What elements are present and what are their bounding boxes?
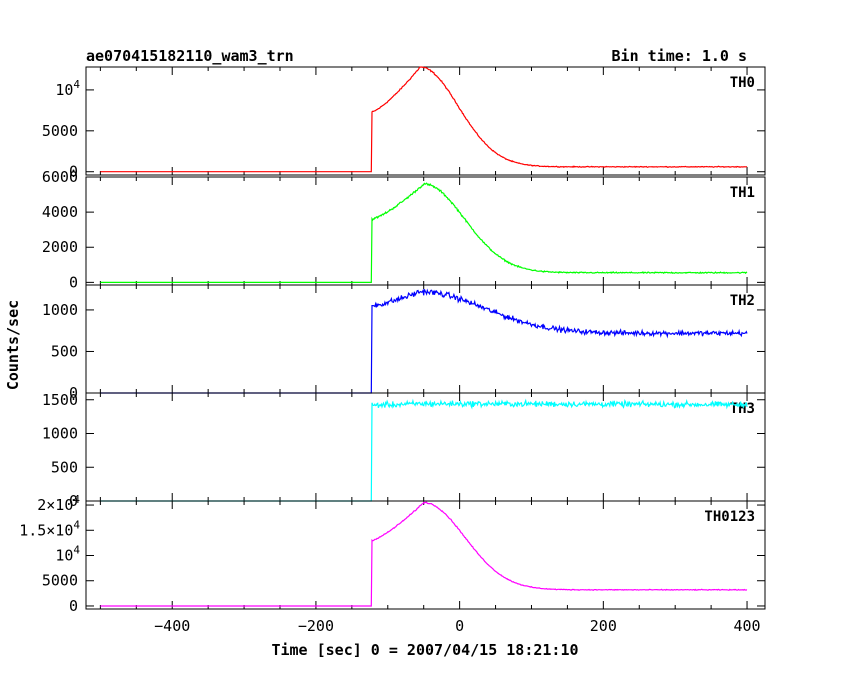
panel-frame-th2 xyxy=(85,284,766,394)
x-tick-label: 400 xyxy=(733,617,760,635)
series-line-th2 xyxy=(100,288,748,394)
y-tick-label: 0 xyxy=(69,597,78,615)
y-tick-label: 0 xyxy=(69,163,78,181)
x-tick-label: 200 xyxy=(590,617,617,635)
y-tick-label: 2×104 xyxy=(37,493,80,514)
y-tick-label: 500 xyxy=(51,342,78,360)
series-line-th3 xyxy=(100,398,748,502)
y-tick-label: 1.5×104 xyxy=(19,518,80,539)
chart-title: ae070415182110_wam3_trn xyxy=(86,47,294,65)
y-tick-label: 104 xyxy=(55,78,80,99)
x-tick-label: 0 xyxy=(455,617,464,635)
series-line-th0123 xyxy=(100,501,748,607)
y-tick-label: 1000 xyxy=(42,301,78,319)
series-line-th1 xyxy=(100,182,748,283)
y-tick-label: 2000 xyxy=(42,238,78,256)
series-line-th0 xyxy=(100,66,748,173)
y-tick-label: 5000 xyxy=(42,122,78,140)
panel-label-th0123: TH0123 xyxy=(704,509,755,525)
panel-frame-th0123 xyxy=(85,500,766,610)
y-tick-label: 1500 xyxy=(42,391,78,409)
y-tick-label: 5000 xyxy=(42,572,78,590)
panel-frame-th0 xyxy=(85,66,766,176)
y-tick-label: 104 xyxy=(55,544,80,565)
y-tick-label: 500 xyxy=(51,458,78,476)
x-tick-label: −400 xyxy=(154,617,190,635)
x-tick-label: −200 xyxy=(298,617,334,635)
y-tick-label: 6000 xyxy=(42,168,78,186)
x-axis-label: Time [sec] 0 = 2007/04/15 18:21:10 xyxy=(271,641,578,659)
panel-frame-th1 xyxy=(85,176,766,286)
bin-time-label: Bin time: 1.0 s xyxy=(612,47,747,65)
panel-label-th1: TH1 xyxy=(730,185,755,201)
panel-label-th0: TH0 xyxy=(730,75,755,91)
panel-frame-th3 xyxy=(85,392,766,502)
y-tick-label: 0 xyxy=(69,492,78,510)
y-axis-label: Counts/sec xyxy=(4,300,22,390)
y-tick-label: 1000 xyxy=(42,425,78,443)
y-tick-label: 0 xyxy=(69,384,78,402)
y-tick-label: 0 xyxy=(69,273,78,291)
panel-label-th2: TH2 xyxy=(730,293,755,309)
y-tick-label: 4000 xyxy=(42,203,78,221)
